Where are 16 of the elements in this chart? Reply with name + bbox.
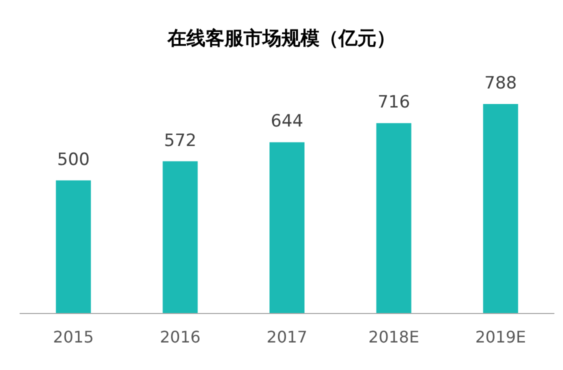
x-tick-label: 2017 [266, 328, 308, 346]
data-label: 500 [57, 150, 90, 170]
data-label: 572 [164, 130, 196, 151]
chart-title: 在线客服市场规模（亿元） [166, 28, 396, 50]
x-tick-label: 2016 [160, 328, 201, 346]
bar [483, 104, 518, 313]
data-label: 644 [270, 112, 304, 132]
bar [162, 161, 198, 313]
x-tick-label: 2019E [475, 328, 526, 346]
data-label: 788 [484, 74, 517, 94]
x-tick-label: 2015 [53, 328, 94, 346]
x-tick-label: 2018E [368, 328, 420, 346]
data-label: 716 [378, 92, 410, 113]
bar [56, 180, 91, 313]
bar [376, 123, 412, 313]
bar [270, 142, 304, 313]
